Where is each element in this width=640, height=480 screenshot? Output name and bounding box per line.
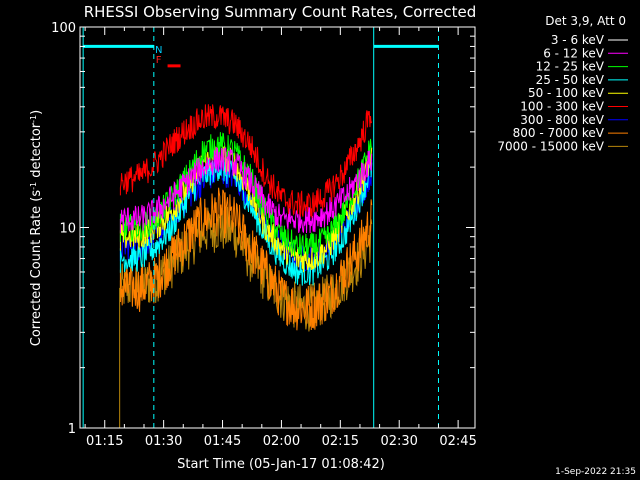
- x-tick-label: 02:00: [263, 434, 300, 449]
- axes: 01:15 01:30 01:45 02:00 02:15 02:30 02:45 1 10 10…: [51, 21, 477, 449]
- legend-label: 300 - 800 keV: [520, 113, 604, 127]
- flag-f: F: [156, 55, 162, 66]
- legend-label: 25 - 50 keV: [536, 73, 605, 87]
- series-line-3-6kev: [119, 70, 373, 113]
- timestamp: 1-Sep-2022 21:35: [555, 467, 636, 477]
- series-line-800-7000kev: [119, 187, 373, 331]
- legend-label: 7000 - 15000 keV: [497, 139, 604, 153]
- x-tick-label: 01:45: [204, 434, 241, 449]
- legend-label: 3 - 6 keV: [551, 33, 605, 47]
- x-tick-label: 01:30: [145, 434, 182, 449]
- y-tick-label: 1: [68, 422, 76, 437]
- y-axis-label-exp2: -1: [29, 115, 38, 123]
- legend-label: 100 - 300 keV: [520, 100, 604, 114]
- series-line-100-300kev: [119, 104, 373, 218]
- series-line-6-12kev: [119, 147, 373, 234]
- legend-label: 12 - 25 keV: [536, 60, 605, 74]
- y-axis-label-end: ): [29, 110, 44, 115]
- y-axis-label-mid: detector: [29, 122, 44, 182]
- y-tick-label: 10: [59, 222, 76, 237]
- flag-n: N: [155, 45, 162, 56]
- x-tick-label: 01:15: [86, 434, 123, 449]
- x-axis-label: Start Time (05-Jan-17 01:08:42): [177, 457, 385, 472]
- y-axis-label-main: Corrected Count Rate (s: [29, 190, 44, 347]
- chart-title: RHESSI Observing Summary Count Rates, Co…: [84, 3, 477, 21]
- legend-label: 800 - 7000 keV: [513, 126, 605, 140]
- x-tick-label: 02:30: [380, 434, 417, 449]
- y-tick-label: 100: [51, 21, 76, 36]
- legend-label: 6 - 12 keV: [543, 46, 605, 60]
- legend-header: Det 3,9, Att 0: [545, 14, 626, 28]
- x-tick-label: 02:45: [439, 434, 476, 449]
- y-axis-label: Corrected Count Rate (s-1 detector-1): [29, 110, 45, 346]
- x-tick-label: 02:15: [322, 434, 359, 449]
- series-layer: [119, 70, 373, 428]
- y-axis-label-exp1: -1: [29, 182, 38, 190]
- legend-label: 50 - 100 keV: [528, 86, 605, 100]
